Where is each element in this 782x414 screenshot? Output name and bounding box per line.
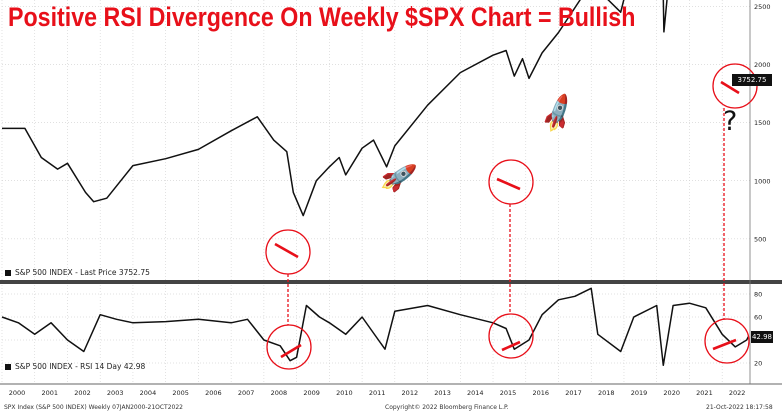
annotation-layer [265,63,758,370]
x-tick-label: 2013 [434,389,451,397]
price-legend-label: S&P 500 INDEX - Last Price 3752.75 [15,268,150,277]
x-tick-label: 2006 [205,389,222,397]
x-tick-label: 2008 [271,389,288,397]
annotation-circle [712,63,758,109]
series-layer [1,0,750,367]
annotation-circle [704,318,750,364]
annotation-circle [488,313,534,359]
chart-title: Positive RSI Divergence On Weekly $SPX C… [8,2,636,32]
rsi-trend-line [280,343,302,359]
y-tick-label: 1500 [754,119,771,127]
x-tick-label: 2000 [9,389,26,397]
x-tick-label: 2009 [303,389,320,397]
footer-copyright: Copyright© 2022 Bloomberg Finance L.P. [385,404,509,411]
x-tick-label: 2003 [107,389,124,397]
y-tick-label: 20 [754,360,762,368]
x-tick-label: 2001 [41,389,58,397]
price-trend-line [274,242,299,259]
price-trend-line [496,177,521,191]
rocket-icon: 🚀 [378,159,419,196]
annotation-circle [266,324,312,370]
y-tick-label: 80 [754,291,762,299]
footer-source: SPX Index (S&P 500 INDEX) Weekly 07JAN20… [4,404,183,411]
x-tick-label: 2017 [565,389,582,397]
footer-timestamp: 21-Oct-2022 18:17:58 [706,404,773,411]
y-tick-label: 1000 [754,177,771,185]
price-legend: S&P 500 INDEX - Last Price 3752.75 [5,268,150,277]
legend-swatch [5,364,11,370]
x-tick-label: 2015 [500,389,517,397]
rsi-legend-label: S&P 500 INDEX - RSI 14 Day 42.98 [15,362,146,371]
x-tick-label: 2022 [729,389,746,397]
y-tick-label: 60 [754,314,762,322]
x-tick-label: 2018 [598,389,615,397]
x-tick-label: 2021 [696,389,713,397]
x-tick-label: 2010 [336,389,353,397]
x-tick-label: 2002 [74,389,91,397]
legend-swatch [5,270,11,276]
y-tick-label: 2500 [754,3,771,11]
x-tick-label: 2020 [663,389,680,397]
x-tick-label: 2016 [532,389,549,397]
annotation-circle [488,159,534,205]
x-tick-label: 2014 [467,389,484,397]
x-tick-label: 2004 [140,389,157,397]
axis-layer: 5001000150020002500300035004000450050002… [0,0,782,397]
panel-divider [0,280,782,284]
question-mark: ? [723,106,738,137]
x-tick-label: 2019 [631,389,648,397]
x-tick-label: 2005 [172,389,189,397]
rsi-trend-line [712,338,737,351]
rsi-last-value: 42.98 [751,331,773,343]
x-tick-label: 2012 [402,389,419,397]
x-tick-label: 2007 [238,389,255,397]
grid-layer [1,0,750,383]
y-tick-label: 2000 [754,61,771,69]
price-trend-line [720,80,740,95]
rsi-line [1,287,750,367]
y-tick-label: 500 [754,235,766,243]
price-last-value: 3752.75 [732,74,772,86]
x-tick-label: 2011 [369,389,386,397]
rsi-legend: S&P 500 INDEX - RSI 14 Day 42.98 [5,362,145,371]
rsi-trend-line [501,340,521,352]
price-line [2,0,668,217]
